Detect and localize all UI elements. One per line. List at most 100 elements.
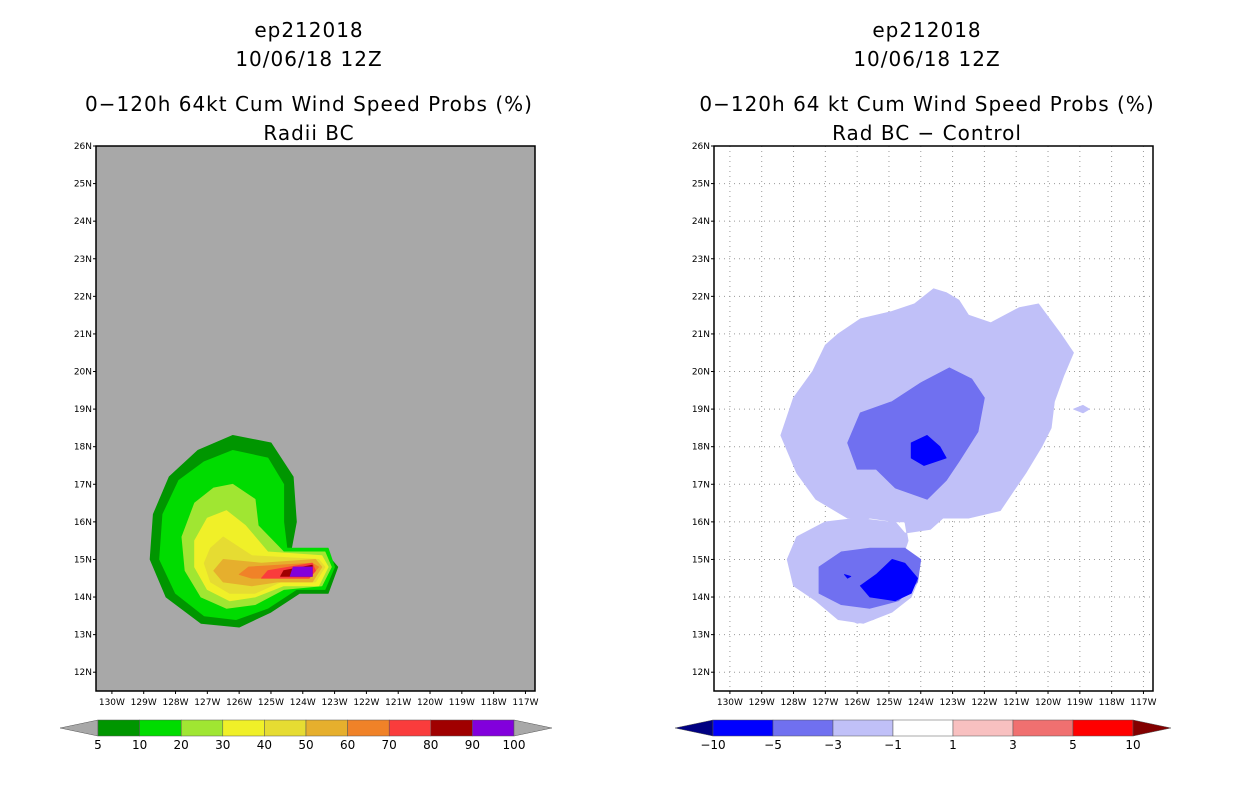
y-tick-label: 26N [74, 142, 92, 152]
colorbar-swatch [1072, 719, 1134, 737]
y-tick-label: 23N [74, 255, 92, 265]
x-tick-label: 118W [481, 698, 507, 708]
colorbar-swatch [472, 719, 515, 737]
y-tick-label: 13N [692, 631, 710, 641]
y-tick-label: 17N [692, 480, 710, 490]
plot-frame [713, 145, 1154, 692]
colorbar-label: −1 [884, 738, 902, 752]
y-tick-label: 12N [74, 668, 92, 678]
colorbar-label: 1 [949, 738, 957, 752]
colorbar-swatch [97, 719, 140, 737]
x-tick-label: 123W [322, 698, 348, 708]
colorbar-swatch [772, 719, 834, 737]
colorbar-swatch [222, 719, 265, 737]
x-tick-label: 124W [908, 698, 934, 708]
y-tick-label: 15N [692, 555, 710, 565]
x-tick-label: 120W [1035, 698, 1061, 708]
y-tick-label: 20N [692, 368, 710, 378]
colorbar-label: −5 [764, 738, 782, 752]
x-tick-label: 129W [749, 698, 775, 708]
left-chart-title: 0−120h 64kt Cum Wind Speed Probs (%) [85, 92, 533, 116]
contour-region [289, 566, 313, 577]
x-tick-label: 124W [290, 698, 316, 708]
x-tick-label: 119W [449, 698, 475, 708]
colorbar-swatch [430, 719, 473, 737]
x-tick-label: 117W [1130, 698, 1156, 708]
colorbar-label: 80 [423, 738, 438, 752]
y-tick-label: 26N [692, 142, 710, 152]
y-tick-label: 17N [74, 480, 92, 490]
y-tick-label: 21N [692, 330, 710, 340]
x-tick-label: 130W [717, 698, 743, 708]
colorbar-label: 3 [1009, 738, 1017, 752]
x-tick-label: 125W [876, 698, 902, 708]
chart-panel-0: 130W 129W 128W 127W 126W 125W 124W 123W 122W 121W… [59, 142, 553, 752]
y-tick-label: 18N [74, 443, 92, 453]
x-tick-label: 123W [940, 698, 966, 708]
colorbar-label: 10 [132, 738, 147, 752]
colorbar-label: 40 [257, 738, 272, 752]
colorbar-swatch [892, 719, 954, 737]
right-storm-id: ep212018 [872, 18, 982, 42]
colorbar-low-arrow [674, 719, 714, 737]
x-tick-label: 122W [353, 698, 379, 708]
x-tick-label: 121W [385, 698, 411, 708]
left-datetime: 10/06/18 12Z [235, 47, 383, 71]
y-tick-label: 23N [692, 255, 710, 265]
x-tick-label: 129W [131, 698, 157, 708]
contour-region [859, 559, 918, 602]
x-tick-label: 128W [780, 698, 806, 708]
colorbar-swatch [832, 719, 894, 737]
y-tick-label: 16N [692, 518, 710, 528]
colorbar-swatch [180, 719, 224, 737]
colorbar-swatch [139, 719, 182, 737]
x-tick-label: 127W [812, 698, 838, 708]
colorbar-label: 10 [1125, 738, 1140, 752]
left-storm-id: ep212018 [254, 18, 364, 42]
colorbar-swatch [388, 719, 432, 737]
x-tick-label: 130W [99, 698, 125, 708]
left-panel-title: ep212018 10/06/18 12Z 0−120h 64kt Cum Wi… [0, 16, 618, 148]
plot-background [96, 146, 535, 691]
contour-region [844, 574, 852, 579]
y-tick-label: 24N [692, 217, 710, 227]
y-tick-label: 19N [74, 405, 92, 415]
colorbar-swatch [712, 719, 774, 737]
colorbar-swatch [1012, 719, 1074, 737]
colorbar-swatch [305, 719, 348, 737]
y-tick-label: 14N [692, 593, 710, 603]
colorbar-label: 30 [215, 738, 230, 752]
colorbar-label: −3 [824, 738, 842, 752]
y-tick-label: 25N [692, 180, 710, 190]
y-tick-label: 18N [692, 443, 710, 453]
x-tick-label: 121W [1003, 698, 1029, 708]
y-tick-label: 25N [74, 180, 92, 190]
colorbar-swatch [952, 719, 1014, 737]
y-tick-label: 21N [74, 330, 92, 340]
y-tick-label: 14N [74, 593, 92, 603]
x-tick-label: 126W [844, 698, 870, 708]
x-tick-label: 127W [194, 698, 220, 708]
x-tick-label: 122W [971, 698, 997, 708]
x-tick-label: 118W [1099, 698, 1125, 708]
contour-region [1073, 404, 1090, 414]
right-panel-title: ep212018 10/06/18 12Z 0−120h 64 kt Cum W… [618, 16, 1236, 148]
contour-region [847, 367, 985, 500]
x-tick-label: 119W [1067, 698, 1093, 708]
x-tick-label: 126W [226, 698, 252, 708]
colorbar-swatch [264, 719, 307, 737]
left-chart-subtitle: Radii BC [263, 121, 355, 145]
colorbar-label: 20 [174, 738, 189, 752]
colorbar-high-arrow [513, 719, 553, 737]
x-tick-label: 125W [258, 698, 284, 708]
colorbar-low-arrow [59, 719, 99, 737]
x-tick-label: 120W [417, 698, 443, 708]
colorbar-label: 5 [1069, 738, 1077, 752]
chart-panel-1: 130W 129W 128W 127W 126W 125W 124W 123W 122W 121W… [674, 142, 1172, 752]
y-tick-label: 19N [692, 405, 710, 415]
y-tick-label: 24N [74, 217, 92, 227]
plot-frame [95, 145, 536, 692]
y-tick-label: 16N [74, 518, 92, 528]
colorbar-label: 60 [340, 738, 355, 752]
